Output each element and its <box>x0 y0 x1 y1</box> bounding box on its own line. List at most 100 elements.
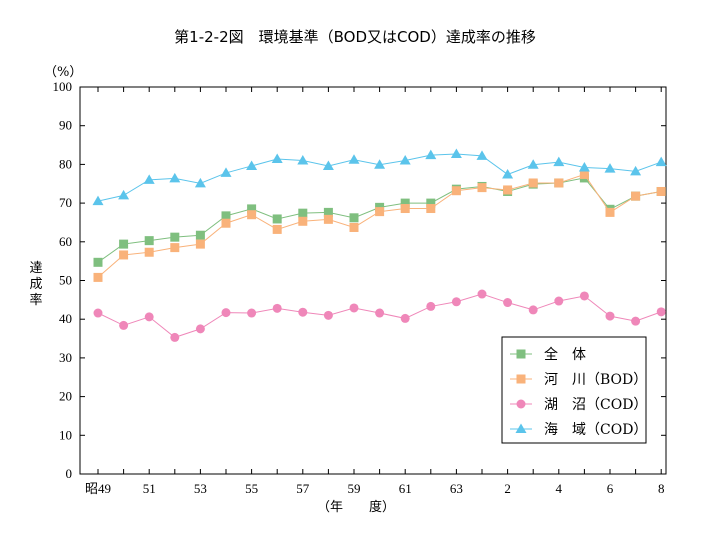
data-point <box>426 204 436 214</box>
y-tick-label: 30 <box>59 350 72 365</box>
x-tick-label: 2 <box>504 481 511 496</box>
data-point <box>92 195 104 206</box>
data-point <box>656 307 666 317</box>
legend-label: 河 川（BOD） <box>544 372 647 388</box>
series-line <box>97 177 662 263</box>
data-point <box>247 210 257 220</box>
data-point <box>451 297 461 307</box>
data-point <box>144 236 154 246</box>
data-point <box>399 155 411 165</box>
legend-marker <box>515 423 527 433</box>
data-point <box>554 178 564 188</box>
data-point <box>322 160 334 170</box>
legend-marker <box>516 349 526 359</box>
data-point <box>579 169 589 179</box>
data-point <box>272 214 282 224</box>
x-tick-label: 51 <box>143 481 156 496</box>
x-tick-label: 59 <box>348 481 361 496</box>
legend-marker <box>516 399 526 409</box>
y-tick-label: 70 <box>59 195 72 210</box>
x-axis: 昭49 51 53 55 57 59 61 63 2 4 6 8 <box>85 87 664 496</box>
y-tick-label: 0 <box>66 466 73 481</box>
data-point <box>170 243 180 253</box>
data-point <box>118 189 130 200</box>
data-point <box>93 272 103 282</box>
chart-title: 第1-2-2図 環境基準（BOD又はCOD）達成率の推移 <box>174 28 536 46</box>
legend-label: 湖 沼（COD） <box>544 397 647 413</box>
data-point <box>221 308 231 318</box>
x-tick-label: 61 <box>399 481 412 496</box>
data-point <box>119 239 129 249</box>
data-point <box>195 230 205 240</box>
data-point <box>119 320 129 330</box>
data-point <box>169 172 181 183</box>
x-tick-label: 63 <box>450 481 463 496</box>
x-tick-label: 57 <box>296 481 310 496</box>
data-point <box>220 167 232 177</box>
series-1 <box>93 169 666 282</box>
data-point <box>144 312 154 322</box>
legend-label: 全 体 <box>544 346 586 363</box>
data-point <box>323 207 333 217</box>
y-tick-label: 10 <box>59 427 72 442</box>
data-point <box>578 161 590 172</box>
data-point <box>400 204 410 214</box>
data-point <box>348 154 360 164</box>
data-point <box>272 224 282 234</box>
x-tick-label: 8 <box>658 481 665 496</box>
data-point <box>143 174 155 184</box>
data-point <box>553 156 565 167</box>
data-point <box>349 213 359 223</box>
data-point <box>477 289 487 299</box>
legend-box <box>501 336 647 444</box>
data-point <box>246 160 258 170</box>
data-point <box>195 239 205 249</box>
data-point <box>426 198 436 208</box>
x-tick-label: 6 <box>607 481 614 496</box>
data-point <box>605 311 615 321</box>
data-point <box>503 298 513 308</box>
data-point <box>477 183 487 193</box>
x-tick-label: 昭49 <box>85 481 111 496</box>
legend: 全 体河 川（BOD） 湖 沼（COD） 海 域（COD） <box>501 336 647 444</box>
data-point <box>656 186 666 196</box>
data-point <box>349 222 359 232</box>
data-point <box>400 198 410 208</box>
y-tick-label: 90 <box>59 118 72 133</box>
data-point <box>349 303 359 313</box>
data-point <box>298 307 308 317</box>
data-point <box>451 186 461 196</box>
data-point <box>297 155 309 165</box>
data-point <box>247 308 257 318</box>
data-point <box>374 159 386 169</box>
data-point <box>323 310 333 320</box>
data-point <box>119 250 129 260</box>
x-tick-label: 4 <box>556 481 563 496</box>
data-point <box>195 324 205 334</box>
data-point <box>221 211 231 221</box>
legend-label: 海 域（COD） <box>544 422 647 438</box>
data-point <box>247 204 257 214</box>
y-axis: 0 10 20 30 40 50 60 70 80 90 100 <box>53 79 666 481</box>
y-axis-label-char: 成 <box>29 277 42 292</box>
y-unit-label: （%） <box>44 65 82 80</box>
y-tick-label: 40 <box>59 311 72 326</box>
y-tick-label: 50 <box>59 273 72 288</box>
series-2 <box>93 289 666 342</box>
y-axis-label: 達成率 <box>29 261 42 308</box>
series-layer <box>92 148 667 342</box>
data-point <box>655 156 667 167</box>
data-point <box>605 207 615 217</box>
data-point <box>375 308 385 318</box>
y-tick-label: 80 <box>59 156 72 171</box>
series-line <box>97 173 662 278</box>
series-3 <box>92 148 667 206</box>
data-point <box>93 308 103 318</box>
x-tick-label: 53 <box>194 481 207 496</box>
data-point <box>170 332 180 342</box>
data-point <box>144 247 154 257</box>
data-point <box>631 191 641 201</box>
data-point <box>528 305 538 315</box>
data-point <box>554 296 564 306</box>
data-point <box>298 208 308 218</box>
